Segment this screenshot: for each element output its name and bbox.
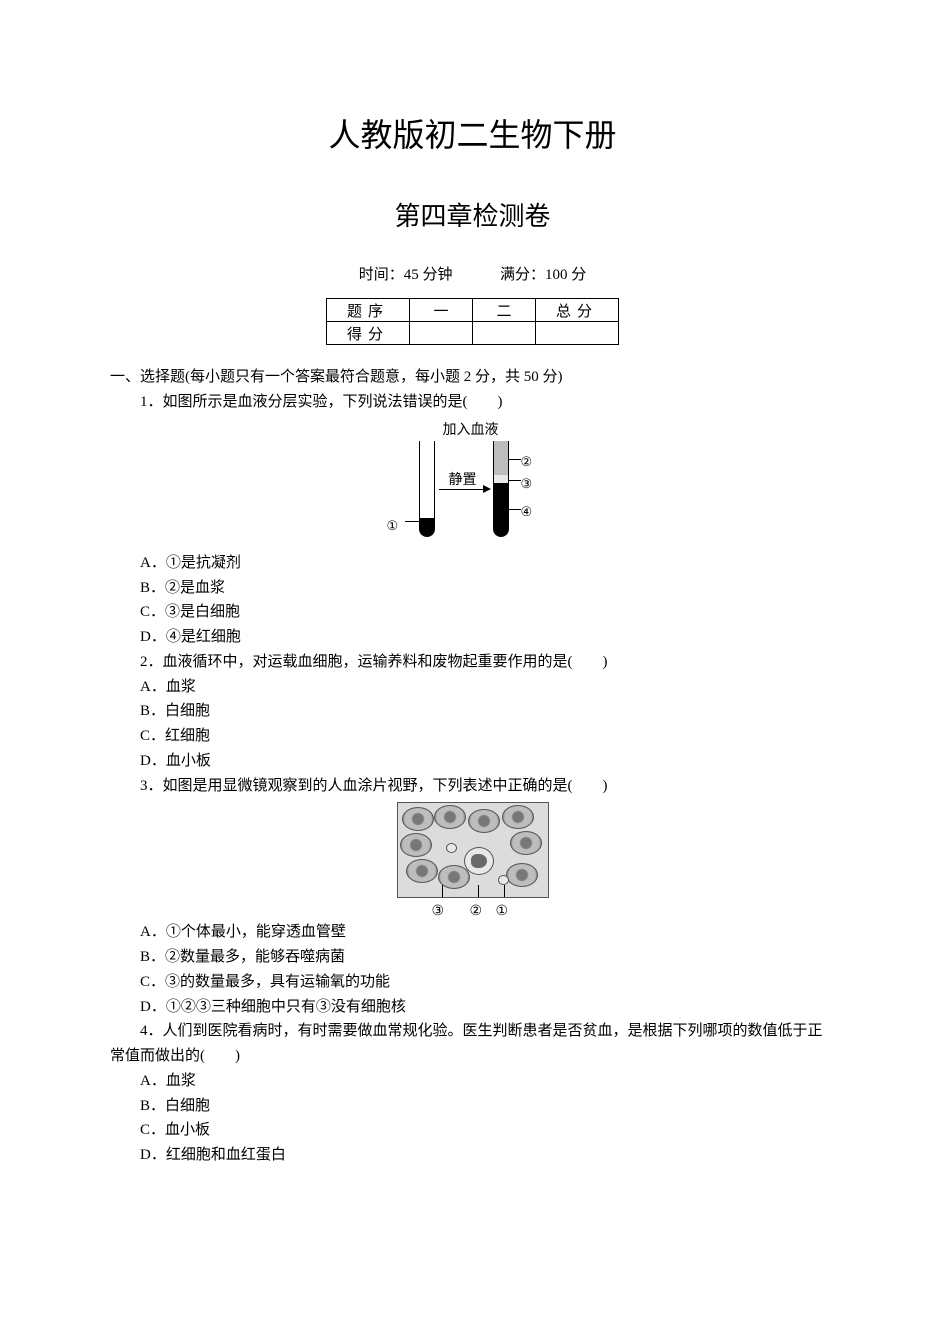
figure-blood-layering: 加入血液 静置 ① ② ③ ④ <box>373 419 573 549</box>
meta-line: 时间：45 分钟 满分：100 分 <box>110 263 835 284</box>
q1-option-b: B．②是血浆 <box>110 576 835 601</box>
cell-label: 得分 <box>327 322 410 345</box>
label-3: ③ <box>432 900 445 923</box>
section-1-heading: 一、选择题(每小题只有一个答案最符合题意，每小题 2 分，共 50 分) <box>110 365 835 386</box>
q2-stem: 2．血液循环中，对运载血细胞，运输养料和废物起重要作用的是( ) <box>110 650 835 675</box>
q1-option-c: C．③是白细胞 <box>110 600 835 625</box>
rbc-icon <box>506 863 538 887</box>
table-row: 得分 <box>327 322 619 345</box>
q4-stem: 4．人们到医院看病时，有时需要做血常规化验。医生判断患者是否贫血，是根据下列哪项… <box>110 1019 835 1069</box>
rbc-icon <box>468 809 500 833</box>
arrow-label: 静置 <box>449 469 477 492</box>
fig1-top-label: 加入血液 <box>443 419 499 442</box>
rbc-icon <box>406 859 438 883</box>
label-1: ① <box>387 515 399 536</box>
question-1: 1．如图所示是血液分层实验，下列说法错误的是( ) 加入血液 静置 ① ② ③ … <box>110 390 835 650</box>
leader-line <box>509 480 521 481</box>
q2-option-b: B．白细胞 <box>110 699 835 724</box>
fullmark-label: 满分：100 分 <box>500 267 586 283</box>
q4-option-a: A．血浆 <box>110 1069 835 1094</box>
figure-blood-smear: ③ ② ① <box>388 802 558 920</box>
q1-option-d: D．④是红细胞 <box>110 625 835 650</box>
title-sub: 第四章检测卷 <box>110 196 835 233</box>
wbc-icon <box>464 847 494 875</box>
label-4: ④ <box>521 501 533 522</box>
score-table: 题序 一 二 总分 得分 <box>326 298 619 345</box>
cell-header: 题序 <box>327 299 410 322</box>
rbc-icon <box>502 805 534 829</box>
q2-option-c: C．红细胞 <box>110 724 835 749</box>
label-2: ② <box>521 451 533 472</box>
anticoagulant-layer <box>420 518 434 536</box>
pointer-line <box>504 885 505 897</box>
table-row: 题序 一 二 总分 <box>327 299 619 322</box>
q2-option-d: D．血小板 <box>110 749 835 774</box>
exam-page: 人教版初二生物下册 第四章检测卷 时间：45 分钟 满分：100 分 题序 一 … <box>0 0 945 1337</box>
cell-header: 二 <box>473 299 536 322</box>
q1-option-a: A．①是抗凝剂 <box>110 551 835 576</box>
q1-stem: 1．如图所示是血液分层实验，下列说法错误的是( ) <box>110 390 835 415</box>
question-3: 3．如图是用显微镜观察到的人血涂片视野，下列表述中正确的是( ) <box>110 774 835 1020</box>
cell-blank <box>410 322 473 345</box>
leader-line <box>509 509 521 510</box>
pointer-line <box>478 885 479 897</box>
question-2: 2．血液循环中，对运载血细胞，运输养料和废物起重要作用的是( ) A．血浆 B．… <box>110 650 835 774</box>
test-tube-right <box>493 441 509 537</box>
test-tube-left <box>419 441 435 537</box>
q3-option-a: A．①个体最小，能穿透血管壁 <box>110 920 835 945</box>
rbc-icon <box>400 833 432 857</box>
time-label: 时间：45 分钟 <box>359 267 453 283</box>
q2-option-a: A．血浆 <box>110 675 835 700</box>
rbc-layer <box>494 483 508 536</box>
rbc-icon <box>434 805 466 829</box>
leader-line <box>405 521 419 522</box>
label-3: ③ <box>521 473 533 494</box>
cell-header: 总分 <box>536 299 619 322</box>
smear-labels: ③ ② ① <box>398 900 548 920</box>
smear-image <box>397 802 549 898</box>
cell-header: 一 <box>410 299 473 322</box>
title-main: 人教版初二生物下册 <box>110 110 835 156</box>
pointer-line <box>442 885 443 897</box>
q3-option-b: B．②数量最多，能够吞噬病菌 <box>110 945 835 970</box>
label-2: ② <box>470 900 483 923</box>
rbc-icon <box>510 831 542 855</box>
q4-option-d: D．红细胞和血红蛋白 <box>110 1143 835 1168</box>
q4-option-c: C．血小板 <box>110 1118 835 1143</box>
q3-option-d: D．①②③三种细胞中只有③没有细胞核 <box>110 995 835 1020</box>
cell-blank <box>473 322 536 345</box>
question-4: 4．人们到医院看病时，有时需要做血常规化验。医生判断患者是否贫血，是根据下列哪项… <box>110 1019 835 1168</box>
q4-option-b: B．白细胞 <box>110 1094 835 1119</box>
plasma-layer <box>494 441 508 475</box>
buffy-coat-layer <box>494 475 508 483</box>
leader-line <box>509 459 521 460</box>
platelet-icon <box>446 843 457 853</box>
platelet-icon <box>498 875 509 885</box>
q3-option-c: C．③的数量最多，具有运输氧的功能 <box>110 970 835 995</box>
label-1: ① <box>496 900 509 923</box>
q3-stem: 3．如图是用显微镜观察到的人血涂片视野，下列表述中正确的是( ) <box>110 774 835 799</box>
rbc-icon <box>402 807 434 831</box>
cell-blank <box>536 322 619 345</box>
